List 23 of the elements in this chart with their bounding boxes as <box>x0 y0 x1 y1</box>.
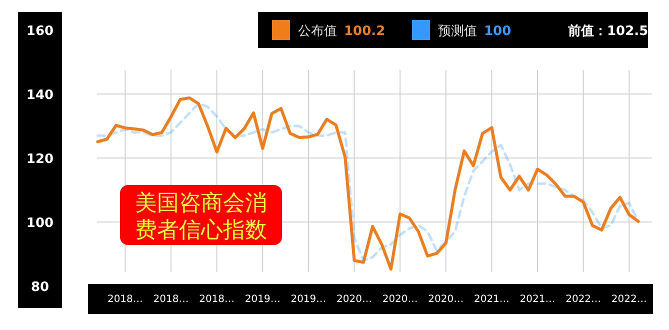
legend-label: 预测值 <box>438 24 477 39</box>
x-tick-label: 2020… <box>428 294 464 305</box>
x-tick-label: 2020… <box>336 294 372 305</box>
x-tick-label: 2021… <box>474 294 510 305</box>
x-tick-label: 2018… <box>199 294 235 305</box>
y-tick-label: 140 <box>26 88 54 103</box>
x-tick-label: 2020… <box>382 294 418 305</box>
annotation: 100 <box>484 24 512 39</box>
x-tick-label: 2022… <box>611 294 647 305</box>
annotation: 前值：102.5 <box>567 24 648 39</box>
y-tick-label: 100 <box>26 216 54 231</box>
annotation: 100.2 <box>344 24 386 39</box>
x-tick-label: 2018… <box>107 294 143 305</box>
y-tick-label: 80 <box>30 280 50 295</box>
x-tick-label: 2021… <box>520 294 556 305</box>
x-tick-label: 2019… <box>244 294 280 305</box>
x-tick-label: 2022… <box>566 294 602 305</box>
legend-label: 公布值 <box>298 24 337 39</box>
y-tick-label: 160 <box>26 24 54 39</box>
x-tick-label: 2019… <box>290 294 326 305</box>
x-tick-label: 2018… <box>153 294 189 305</box>
y-tick-label: 120 <box>26 152 54 167</box>
text: 美国咨商会消费者信心指数 <box>135 190 267 242</box>
